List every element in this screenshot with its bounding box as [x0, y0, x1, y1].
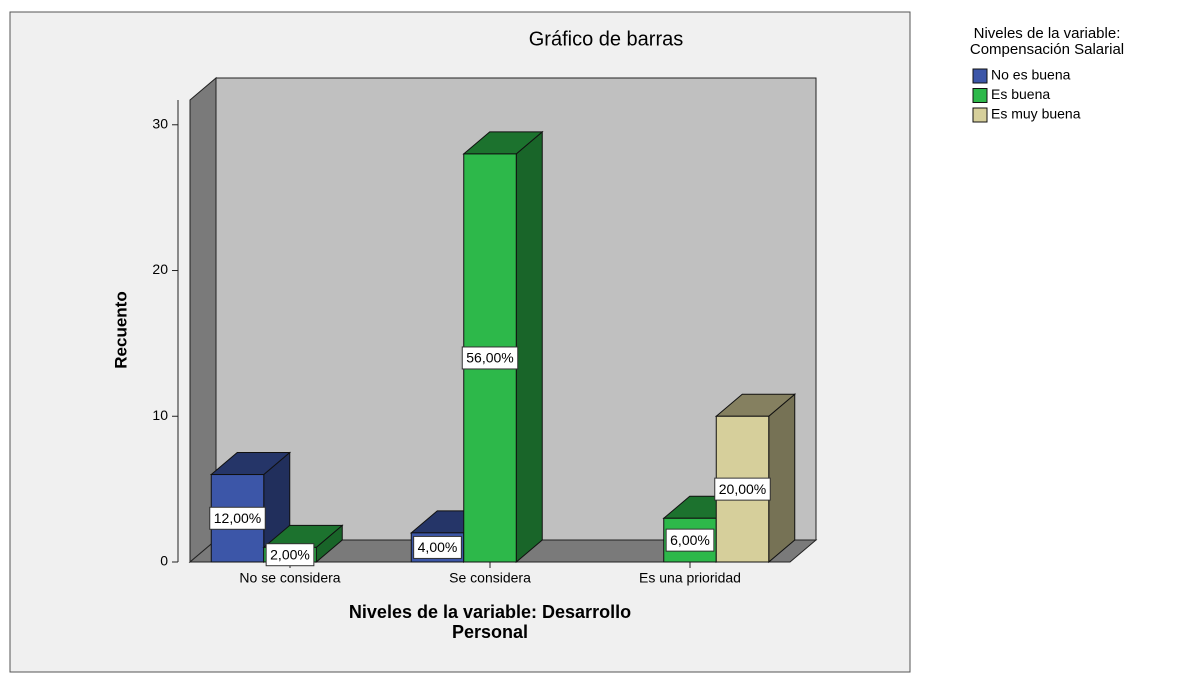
value-label: 56,00%: [466, 350, 513, 366]
value-label: 20,00%: [719, 481, 766, 497]
bar-side: [515, 130, 543, 564]
value-label-box: [665, 528, 715, 552]
chart-title: Gráfico de barras: [529, 28, 684, 50]
value-label-box: [413, 535, 462, 559]
x-tick-label: Es una prioridad: [639, 570, 741, 586]
x-tick-label: Se considera: [449, 570, 531, 586]
value-label-box: [714, 477, 771, 501]
y-tick-label: 10: [152, 407, 168, 423]
bar-side: [768, 393, 796, 564]
legend-label: Es buena: [991, 86, 1050, 102]
value-label: 12,00%: [214, 510, 261, 526]
legend-swatch: [972, 88, 988, 103]
x-axis-label: Niveles de la variable: Desarrollo: [349, 602, 631, 622]
legend-swatch: [972, 107, 988, 123]
value-label-box: [209, 506, 266, 530]
legend-label: No es buena: [991, 67, 1071, 83]
legend-title: Niveles de la variable:: [974, 25, 1121, 42]
x-axis-label: Personal: [452, 622, 528, 642]
y-tick-label: 30: [152, 115, 168, 131]
legend-swatch: [972, 68, 988, 84]
y-axis-label: Recuento: [111, 291, 130, 368]
value-label-box: [461, 346, 519, 370]
y-tick-label: 20: [152, 261, 168, 277]
value-label: 2,00%: [270, 546, 310, 562]
legend-title: Compensación Salarial: [970, 41, 1124, 58]
value-label: 4,00%: [418, 539, 458, 555]
value-label-box: [265, 543, 315, 567]
x-tick-label: No se considera: [239, 570, 340, 586]
legend-label: Es muy buena: [991, 106, 1081, 122]
value-label: 6,00%: [670, 532, 710, 548]
y-tick-label: 0: [160, 553, 168, 569]
